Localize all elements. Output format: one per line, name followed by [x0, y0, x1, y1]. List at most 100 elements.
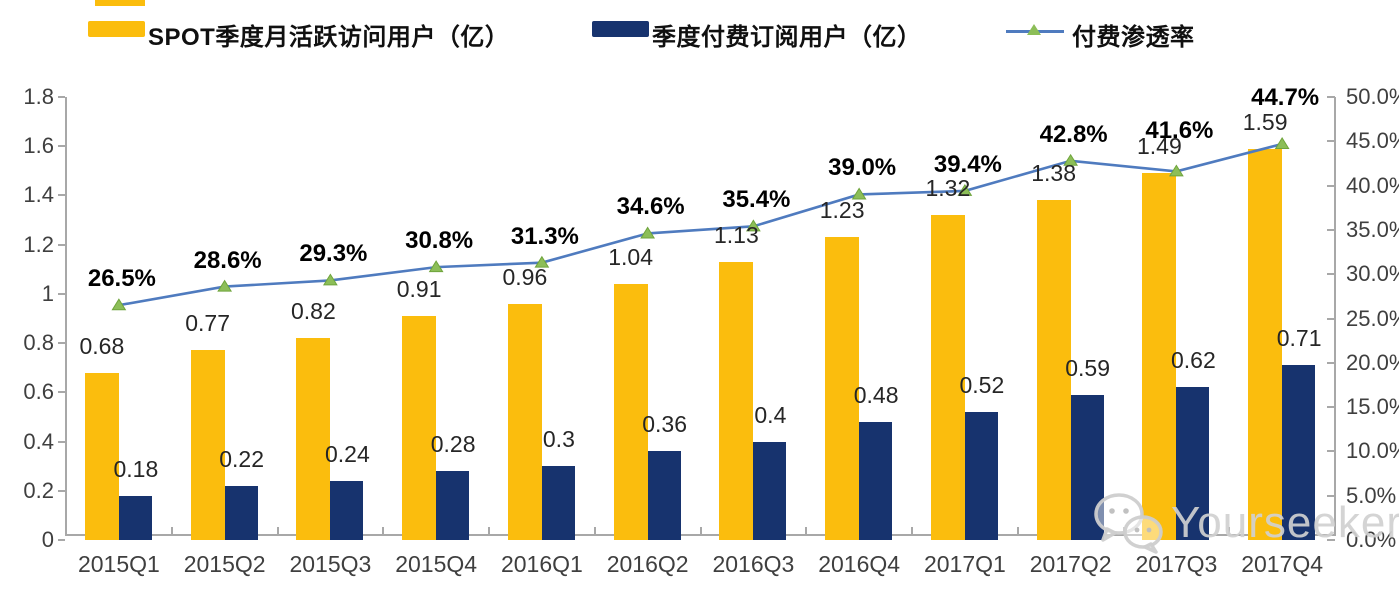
- y-axis-right-tick: [1327, 450, 1335, 453]
- y-axis-right-tick: [1327, 273, 1335, 276]
- bar-subs: [1070, 394, 1104, 540]
- bar-value-label-mau: 1.32: [925, 175, 971, 202]
- bar-subs: [753, 441, 787, 540]
- bar-value-label-subs: 0.24: [324, 440, 370, 467]
- rate-label: 35.4%: [722, 186, 791, 214]
- bar-value-label-mau: 0.82: [290, 298, 336, 325]
- y-tick-label-left: 1.8: [23, 84, 54, 109]
- bar-subs: [436, 471, 470, 540]
- y-tick-label-left: 0.4: [23, 428, 54, 454]
- bar-subs: [1282, 365, 1316, 540]
- bar-value-label-mau: 0.96: [502, 263, 548, 290]
- legend-label-mau: SPOT季度月活跃访问用户（亿）: [148, 24, 510, 51]
- y-tick-label-left: 0.8: [23, 330, 54, 356]
- x-tick-label: 2015Q1: [77, 551, 160, 577]
- legend-label-subs: 季度付费订阅用户（亿）: [652, 24, 922, 51]
- y-axis-left-tick: [58, 391, 65, 394]
- bar-value-label-mau: 0.91: [396, 276, 442, 303]
- line-marker-icon: [1274, 137, 1290, 149]
- legend-label-rate: 付费渗透率: [1072, 24, 1195, 51]
- x-tick-label: 2017Q2: [1029, 551, 1112, 577]
- y-tick-label-right: 45.0%: [1346, 128, 1399, 154]
- y-axis-left-tick: [58, 489, 65, 492]
- bar-subs: [541, 466, 575, 540]
- y-axis-left-tick: [58, 145, 65, 148]
- triangle-marker-icon: [1027, 24, 1041, 35]
- x-axis-line: [65, 534, 1336, 536]
- x-axis-tick: [488, 527, 490, 534]
- x-tick-label: 2016Q3: [712, 551, 795, 577]
- rate-label: 29.3%: [299, 240, 368, 268]
- y-tick-label-right: 10.0%: [1346, 438, 1399, 464]
- y-tick-label-right: 25.0%: [1346, 305, 1399, 331]
- bar-value-label-mau: 0.77: [185, 310, 231, 337]
- x-axis-tick: [699, 527, 702, 534]
- x-axis-tick: [805, 527, 808, 534]
- y-tick-label-right: 0.0%: [1346, 527, 1397, 552]
- y-axis-left-tick: [58, 96, 65, 98]
- x-axis-tick: [170, 527, 173, 534]
- y-tick-label-left: 1.6: [23, 133, 54, 159]
- bar-value-label-subs: 0.36: [642, 411, 688, 438]
- bar-mau: [402, 316, 437, 540]
- y-tick-label-left: 1: [41, 280, 54, 306]
- bar-value-label-mau: 0.68: [79, 332, 125, 359]
- wechat-icon: [1094, 493, 1163, 554]
- y-axis-right-tick: [1327, 228, 1335, 231]
- y-tick-label-right: 15.0%: [1346, 394, 1399, 420]
- penetration-line: [118, 142, 1283, 307]
- y-tick-label-left: 1.4: [23, 182, 54, 208]
- y-tick-label-right: 35.0%: [1346, 216, 1399, 242]
- y-tick-label-right: 50.0%: [1346, 84, 1399, 109]
- x-tick-label: 2015Q3: [289, 551, 372, 577]
- y-tick-label-left: 0: [41, 527, 54, 552]
- bar-value-label-subs: 0.62: [1170, 347, 1216, 374]
- bar-subs: [1176, 387, 1210, 540]
- legend-swatch-partial: [95, 0, 145, 6]
- bar-subs: [647, 451, 681, 540]
- line-marker-icon: [217, 279, 233, 292]
- rate-label: 30.8%: [405, 227, 474, 255]
- bar-subs: [330, 480, 364, 540]
- y-axis-right-tick: [1327, 317, 1335, 320]
- x-axis-tick: [593, 527, 596, 534]
- x-axis-tick: [65, 527, 67, 534]
- x-tick-label: 2016Q1: [500, 551, 583, 577]
- bar-value-label-mau: 1.38: [1031, 160, 1077, 187]
- bar-value-label-mau: 1.23: [819, 197, 865, 224]
- rate-label: 39.4%: [933, 150, 1002, 178]
- x-axis-tick: [1334, 527, 1336, 534]
- legend-swatch-subs: [592, 21, 649, 37]
- x-axis-tick: [276, 527, 279, 534]
- y-tick-label-right: 5.0%: [1346, 482, 1397, 508]
- bar-value-label-subs: 0.52: [959, 372, 1005, 399]
- bar-mau: [613, 284, 648, 540]
- y-tick-label-right: 30.0%: [1346, 261, 1399, 287]
- bar-value-label-subs: 0.3: [542, 426, 575, 453]
- rate-label: 31.3%: [510, 222, 579, 250]
- x-axis-tick: [1228, 527, 1231, 534]
- line-marker-icon: [111, 298, 127, 311]
- x-tick-label: 2017Q1: [923, 551, 1006, 577]
- bar-subs: [118, 495, 152, 540]
- bar-subs: [859, 421, 893, 540]
- y-axis-right-tick: [1327, 494, 1335, 497]
- y-axis-left-tick: [58, 342, 65, 345]
- y-axis-left-line: [65, 97, 67, 536]
- y-tick-label-left: 1.2: [23, 231, 54, 257]
- y-tick-label-right: 40.0%: [1346, 172, 1399, 198]
- y-axis-left-tick: [58, 539, 65, 541]
- y-axis-right-tick: [1327, 140, 1335, 143]
- x-tick-label: 2015Q2: [183, 551, 266, 577]
- y-axis-left-tick: [58, 292, 65, 295]
- rate-label: 39.0%: [828, 154, 897, 182]
- x-tick-label: 2017Q4: [1241, 551, 1324, 577]
- bar-value-label-subs: 0.22: [219, 445, 265, 472]
- bar-mau: [84, 372, 119, 540]
- x-tick-label: 2016Q4: [818, 551, 901, 577]
- y-axis-right-tick: [1327, 361, 1335, 364]
- y-axis-right-tick: [1327, 406, 1335, 409]
- rate-label: 41.6%: [1145, 117, 1214, 145]
- legend-swatch-mau: [88, 21, 145, 37]
